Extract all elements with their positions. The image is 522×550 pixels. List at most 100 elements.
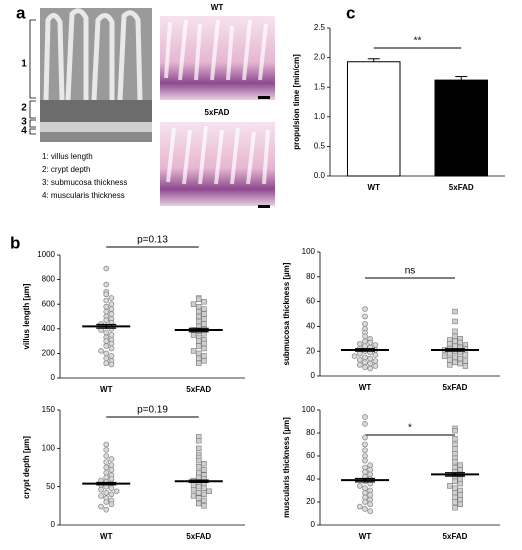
data-point: [362, 364, 368, 371]
data-point: [196, 457, 202, 464]
y-axis-label: muscularis thickness [µm]: [282, 417, 291, 518]
y-axis-label: villus length [µm]: [22, 283, 31, 349]
y-tick-label: 0: [311, 371, 316, 380]
data-point: [108, 311, 115, 317]
y-tick-label: 60: [306, 451, 315, 460]
data-point: [196, 308, 202, 315]
significance-label: *: [408, 423, 412, 434]
data-point: [103, 303, 110, 310]
data-point: [452, 338, 458, 344]
data-point: [196, 437, 202, 444]
data-point: [362, 321, 368, 327]
data-point: [452, 343, 458, 349]
data-point: [457, 487, 463, 494]
legend-text: 1: villus length: [42, 152, 93, 161]
data-point: [190, 493, 197, 499]
data-point: [108, 306, 115, 312]
data-point: [452, 333, 458, 340]
y-tick-label: 600: [42, 299, 56, 308]
y-tick-label: 0: [51, 373, 56, 382]
y-tick-label: 0.5: [314, 142, 326, 151]
significance-label: p=0.19: [137, 405, 168, 416]
data-point: [356, 483, 363, 489]
data-point: [367, 365, 374, 372]
image-label: 5xFAD: [205, 108, 230, 117]
data-point: [103, 441, 110, 448]
data-point: [103, 308, 110, 315]
data-point: [103, 355, 110, 362]
data-point: [372, 352, 379, 358]
data-point: [441, 353, 448, 359]
data-point: [108, 295, 115, 301]
data-point: [103, 470, 110, 476]
y-tick-label: 20: [306, 346, 315, 355]
data-point: [362, 453, 368, 459]
bar: [347, 61, 401, 177]
data-point: [362, 343, 368, 350]
data-point: [452, 478, 458, 484]
data-point: [362, 464, 368, 471]
data-point: [98, 503, 104, 510]
y-tick-label: 1.0: [314, 112, 326, 121]
data-point: [196, 350, 202, 357]
data-point: [452, 328, 458, 335]
data-point: [196, 464, 202, 470]
x-tick-label: 5xFAD: [186, 385, 211, 394]
data-point: [196, 338, 202, 344]
data-point: [196, 474, 202, 481]
data-point: [457, 339, 463, 346]
data-point: [196, 500, 202, 507]
region-label: 1: [21, 59, 27, 70]
legend-text: 2: crypt depth: [42, 165, 90, 174]
data-point: [362, 338, 368, 345]
x-tick-label: WT: [368, 183, 381, 192]
data-point: [201, 491, 207, 498]
image-label: WT: [211, 3, 224, 12]
data-point: [362, 506, 368, 512]
data-point: [367, 360, 374, 367]
data-point: [108, 332, 115, 338]
data-point: [108, 491, 115, 498]
data-point: [108, 361, 115, 368]
y-tick-label: 400: [42, 324, 56, 333]
x-tick-label: 5xFAD: [186, 532, 211, 541]
y-tick-label: 150: [42, 405, 56, 414]
data-point: [452, 499, 458, 505]
y-tick-label: 1.5: [314, 82, 326, 91]
data-point: [452, 308, 458, 315]
x-tick-label: 5xFAD: [443, 383, 468, 392]
data-point: [201, 345, 207, 352]
y-tick-label: 80: [306, 272, 315, 281]
data-point: [201, 503, 207, 509]
y-tick-label: 2.0: [314, 53, 326, 62]
data-point: [452, 450, 458, 457]
data-point: [201, 467, 207, 473]
data-point: [457, 462, 463, 468]
data-point: [457, 496, 463, 503]
x-tick-label: WT: [359, 383, 372, 392]
data-point: [367, 508, 374, 515]
data-point: [362, 469, 368, 475]
y-tick-label: 1000: [37, 250, 55, 259]
data-point: [103, 453, 110, 459]
data-point: [462, 352, 469, 358]
data-point: [196, 303, 202, 310]
data-point: [452, 490, 458, 496]
y-tick-label: 0.0: [314, 171, 326, 180]
data-point: [196, 313, 202, 320]
histology-wt: [160, 16, 275, 100]
data-point: [98, 348, 104, 354]
data-point: [196, 318, 202, 325]
data-point: [362, 441, 368, 448]
data-point: [367, 471, 374, 478]
data-point: [103, 360, 110, 367]
data-point: [452, 359, 458, 366]
data-point: [201, 299, 207, 305]
data-point: [196, 490, 202, 496]
data-point: [447, 341, 453, 347]
data-point: [367, 496, 374, 503]
x-tick-label: WT: [100, 532, 113, 541]
data-point: [462, 358, 469, 364]
legend-text: 4: muscularis thickness: [42, 191, 125, 200]
data-point: [108, 301, 115, 308]
